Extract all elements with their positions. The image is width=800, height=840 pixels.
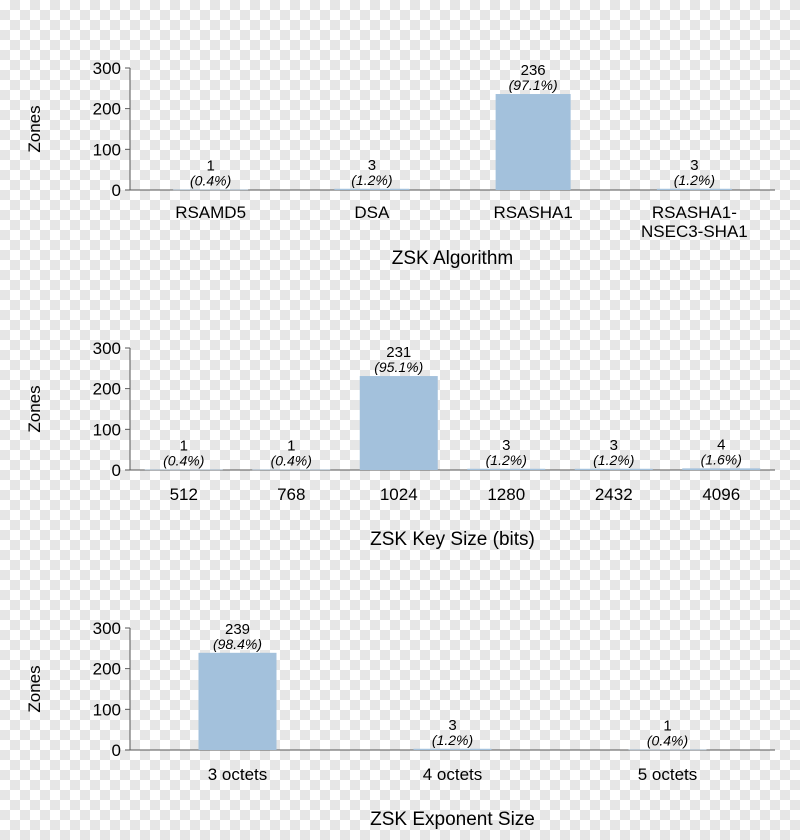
data-label-percent: (97.1%) [509, 77, 558, 93]
data-label-percent: (98.4%) [213, 636, 262, 652]
bar [413, 748, 492, 750]
data-label-value: 236 [521, 62, 546, 79]
category-label: 768 [277, 485, 305, 504]
x-axis-label: ZSK Algorithm [392, 248, 513, 269]
category-label: 1280 [487, 485, 525, 504]
category-label: 5 octets [638, 765, 698, 784]
x-axis-label: ZSK Key Size (bits) [370, 529, 535, 550]
category-label: RSASHA1- [652, 203, 737, 222]
y-tick-label: 200 [93, 100, 121, 119]
data-label-value: 1 [663, 718, 671, 735]
y-tick-label: 100 [93, 140, 121, 159]
data-label-percent: (1.2%) [351, 172, 392, 188]
y-tick-label: 0 [112, 461, 121, 480]
category-label: 512 [170, 485, 198, 504]
data-label-value: 4 [717, 436, 725, 453]
bar [628, 749, 707, 751]
data-label-value: 1 [180, 438, 188, 455]
category-label: 4 octets [423, 765, 483, 784]
category-label: 1024 [380, 485, 418, 504]
category-label: 2432 [595, 485, 633, 504]
bar [173, 189, 249, 191]
data-label-percent: (0.4%) [163, 453, 204, 469]
y-tick-label: 200 [93, 380, 121, 399]
data-label-percent: (0.4%) [190, 173, 231, 189]
data-label-value: 239 [225, 621, 250, 638]
bar [334, 188, 410, 190]
data-label-percent: (1.2%) [674, 172, 715, 188]
y-tick-label: 200 [93, 660, 121, 679]
data-label-value: 3 [368, 157, 376, 174]
data-label-percent: (0.4%) [271, 453, 312, 469]
y-axis-label: Zones [25, 665, 44, 712]
x-axis-label: ZSK Exponent Size [370, 809, 535, 830]
bar [656, 188, 732, 190]
chart-3: 0 100 200 300 Zones 239(98.4%) 3 octets 3(1.2%)… [25, 619, 775, 830]
data-label-percent: (1.2%) [593, 452, 634, 468]
y-tick-label: 300 [93, 619, 121, 638]
bar [144, 469, 223, 471]
data-label-value: 1 [287, 438, 295, 455]
chart-1: 0100200300Zones1(0.4%)RSAMD53(1.2%)DSA23… [25, 59, 775, 269]
y-tick-label: 0 [112, 741, 121, 760]
bar [359, 376, 438, 470]
bar [252, 469, 331, 471]
category-label: 4096 [702, 485, 740, 504]
y-tick-label: 0 [112, 181, 121, 200]
bar [467, 468, 546, 470]
data-label-percent: (1.6%) [701, 451, 742, 467]
category-label: 3 octets [208, 765, 268, 784]
category-label: RSASHA1 [493, 203, 572, 222]
category-label: RSAMD5 [175, 203, 246, 222]
data-label-value: 3 [690, 157, 698, 174]
y-axis-label: Zones [25, 105, 44, 152]
bar [574, 468, 653, 470]
y-tick-label: 100 [93, 700, 121, 719]
data-label-percent: (95.1%) [374, 359, 423, 375]
data-label-value: 3 [610, 437, 618, 454]
y-tick-label: 100 [93, 420, 121, 439]
bar [495, 94, 571, 190]
data-label-percent: (0.4%) [647, 733, 688, 749]
bar [198, 652, 277, 750]
data-label-percent: (1.2%) [486, 452, 527, 468]
category-label: NSEC3-SHA1 [641, 222, 748, 241]
chart-2: 0100200300Zones1(0.4%)5121(0.4%)768231(9… [25, 339, 775, 550]
bar [682, 468, 761, 470]
y-tick-label: 300 [93, 339, 121, 358]
data-label-percent: (1.2%) [432, 732, 473, 748]
y-tick-label: 300 [93, 59, 121, 78]
y-axis-label: Zones [25, 385, 44, 432]
data-label-value: 231 [386, 344, 411, 361]
data-label-value: 3 [448, 717, 456, 734]
data-label-value: 3 [502, 437, 510, 454]
category-label: DSA [354, 203, 390, 222]
data-label-value: 1 [206, 158, 214, 175]
